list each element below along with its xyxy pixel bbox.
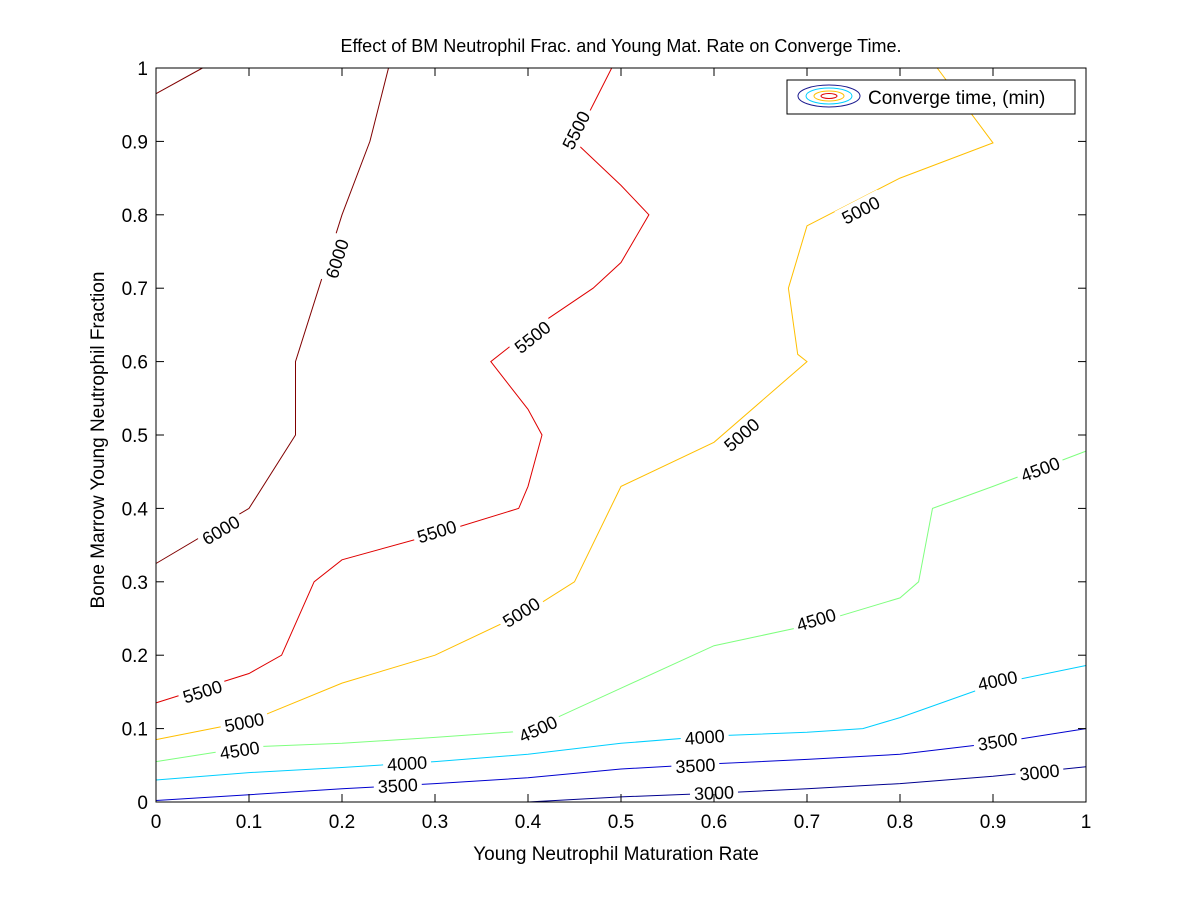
contour-label-3500: 3500 bbox=[972, 727, 1024, 757]
x-tick-label: 0.6 bbox=[701, 812, 727, 833]
contour-line-5500 bbox=[155, 67, 650, 704]
x-tick-label: 0.2 bbox=[329, 812, 355, 833]
contour-lines bbox=[155, 67, 1087, 803]
svg-text:3500: 3500 bbox=[377, 775, 418, 797]
svg-text:4000: 4000 bbox=[684, 726, 725, 749]
y-axis-title: Bone Marrow Young Neutrophil Fraction bbox=[88, 272, 109, 609]
x-tick-label: 0.3 bbox=[422, 812, 448, 833]
y-tick-label: 0.1 bbox=[122, 720, 148, 741]
y-tick-label: 0.8 bbox=[122, 206, 148, 227]
x-tick-label: 0.4 bbox=[515, 812, 542, 833]
y-tick-label: 0.4 bbox=[122, 499, 149, 520]
legend: Converge time, (min) bbox=[786, 79, 1076, 115]
contour-label-3000: 3000 bbox=[1014, 759, 1065, 787]
y-tick-label: 0.6 bbox=[122, 353, 148, 374]
contour-line-6000 bbox=[155, 67, 203, 95]
y-tick-label: 0 bbox=[137, 793, 148, 814]
contour-label-3500: 3500 bbox=[670, 753, 720, 779]
contour-label-3500: 3500 bbox=[373, 773, 423, 799]
svg-text:4000: 4000 bbox=[386, 753, 427, 775]
svg-text:3500: 3500 bbox=[675, 755, 716, 777]
x-tick-label: 0.8 bbox=[887, 812, 913, 833]
y-tick-label: 1 bbox=[137, 59, 148, 80]
x-tick-label: 0.9 bbox=[980, 812, 1006, 833]
contour-label-3000: 3000 bbox=[689, 781, 739, 806]
svg-text:3000: 3000 bbox=[1019, 761, 1061, 785]
legend-label: Converge time, (min) bbox=[868, 88, 1045, 109]
x-tick-label: 0.5 bbox=[608, 812, 634, 833]
y-tick-label: 0.3 bbox=[122, 573, 148, 594]
chart-title: Effect of BM Neutrophil Frac. and Young … bbox=[341, 36, 902, 56]
contour-line-3500 bbox=[155, 728, 1087, 801]
x-axis-title: Young Neutrophil Maturation Rate bbox=[473, 844, 759, 865]
x-tick-label: 0 bbox=[151, 812, 162, 833]
x-tick-label: 0.7 bbox=[794, 812, 820, 833]
contour-line-4500 bbox=[155, 450, 1087, 763]
contour-line-4000 bbox=[155, 665, 1087, 781]
x-tick-label: 0.1 bbox=[236, 812, 262, 833]
y-tick-label: 0.9 bbox=[122, 132, 148, 153]
contour-label-4000: 4000 bbox=[679, 724, 730, 751]
x-axis: 0 0.1 0.2 0.3 0.4 0.5 0.6 0.7 0.8 0.9 1 bbox=[151, 68, 1092, 833]
y-tick-label: 0.2 bbox=[122, 646, 148, 667]
svg-text:3000: 3000 bbox=[694, 782, 735, 804]
legend-contour-icon bbox=[797, 84, 861, 108]
contour-label-5500: 5500 bbox=[176, 674, 229, 710]
y-tick-label: 0.7 bbox=[122, 279, 148, 300]
y-axis: 0 0.1 0.2 0.3 0.4 0.5 0.6 0.7 0.8 0.9 1 bbox=[122, 59, 1086, 814]
contour-label-4000: 4000 bbox=[382, 751, 432, 777]
y-tick-label: 0.5 bbox=[122, 426, 148, 447]
x-tick-label: 1 bbox=[1081, 812, 1092, 833]
contour-line-6000 bbox=[155, 67, 389, 564]
contour-label-4500: 4500 bbox=[214, 735, 266, 766]
